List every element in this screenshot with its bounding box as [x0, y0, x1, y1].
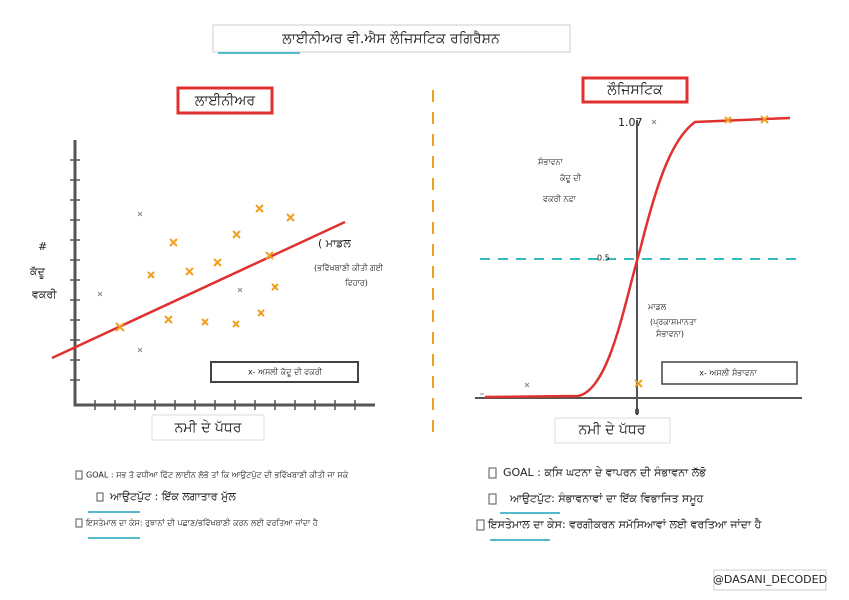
credit-box	[713, 569, 827, 591]
bullet: ਆਉਟਪੁੱਟ : ਇੱਕ ਲਗਾਤਾਰ ਮੁੱਲ	[109, 490, 236, 503]
model-note: (ਭਵਿੱਖਬਾਣੀ ਕੀਤੀ ਗਈ	[314, 264, 384, 273]
legend: x- ਅਸਲੀ ਸੰਭਾਵਨਾ	[699, 368, 757, 378]
bullets: GOAL : ਸਭ ਤੋ ਵਧੀਆ ਫਿੱਟ ਲਾਈਨ ਲੱਭੋ ਤਾਂ ਕਿ …	[75, 470, 349, 539]
label-box	[25, 238, 60, 258]
regression-line	[51, 220, 346, 360]
model-note: ਵਿਹਾਰ)	[344, 279, 368, 288]
model-note: ਸੰਭਾਵਨਾ)	[655, 329, 684, 339]
ticks	[70, 159, 356, 410]
x-label: ਨਮੀ ਦੇ ਪੱਧਰ	[578, 422, 646, 438]
y-label: ਕੱਦੂ ਦੀ	[559, 174, 582, 183]
x-label-box	[554, 417, 671, 444]
bullet: ਆਉਟਪੁੱਟ: ਸੰਭਾਵਨਾਵਾਂ ਦਾ ਇੱਕ ਵਿਭਾਜਿਤ ਸਮੂਹ	[509, 492, 704, 505]
legend: x- ਅਸਲੀ ਕੱਦੂ ਦੀ ਵਕਰੀ	[248, 368, 323, 377]
model-note: ( ਮਾਡਲ	[318, 237, 351, 250]
gray-x	[97, 211, 243, 353]
legend-box	[661, 361, 798, 385]
y-label: ਵਕਰੀ ਨਫ਼ਾ	[542, 195, 577, 204]
y-label: ਸੰਭਾਵਨਾ	[537, 157, 564, 167]
x-label: ਨਮੀ ਦੇ ਪੱਧਰ	[174, 420, 242, 436]
bullet: ਇਸਤੇਮਾਲ ਦਾ ਕੇਸ: ਰੁਝਾਨਾਂ ਦੀ ਪਛਾਣ/ਭਵਿੱਖਬਾਣ…	[85, 518, 319, 528]
heading: ਲੌਜਿਸਟਿਕ	[606, 82, 663, 98]
y-label: ਕੱਦੂ	[29, 265, 46, 278]
credit: @DASANI_DECODED	[713, 573, 827, 586]
sigmoid	[484, 116, 791, 399]
y-label: #	[38, 240, 47, 253]
x-label-box	[151, 414, 265, 441]
bullets: GOAL : ਕਸਿ ਘਟਨਾ ਦੇ ਵਾਪਰਨ ਦੀ ਸੰਭਾਵਨਾ ਲੱਭੋ…	[476, 466, 762, 541]
bullet: GOAL : ਕਸਿ ਘਟਨਾ ਦੇ ਵਾਪਰਨ ਦੀ ਸੰਭਾਵਨਾ ਲੱਭੋ	[503, 466, 706, 479]
bullet: ਇਸਤੇਮਾਲ ਦਾ ਕੇਸ: ਵਰਗੀਕਰਨ ਸਮੱਸਿਆਵਾਂ ਲਈ ਵਰਤ…	[487, 518, 762, 531]
label-box	[525, 150, 605, 208]
points	[115, 204, 295, 332]
zero: 0	[634, 408, 639, 417]
title: ਲਾਈਨੀਅਰ ਵੀ.ਐਸ ਲੌਜਿਸਟਿਕ ਰਗਿਰੈਸ਼ਨ	[281, 30, 500, 47]
model-note: (ਪ੍ਰਕਾਸ਼ਮਾਨਤਾ	[650, 318, 697, 328]
heading-box	[176, 86, 274, 115]
bullet: GOAL : ਸਭ ਤੋ ਵਧੀਆ ਫਿੱਟ ਲਾਈਨ ਲੱਭੋ ਤਾਂ ਕਿ …	[86, 470, 349, 480]
top-value: 1.07	[618, 116, 643, 129]
title-box	[212, 24, 571, 53]
legend-box	[210, 361, 359, 383]
gray-x	[480, 119, 657, 395]
heading-box	[581, 76, 689, 104]
model-note: ਮਾਡਲ	[647, 303, 667, 312]
points	[634, 115, 769, 388]
y-label: ਵਕਰੀ	[31, 288, 57, 301]
mid-value: 0.5	[597, 254, 610, 263]
heading: ਲਾਈਨੀਅਰ	[194, 93, 255, 109]
